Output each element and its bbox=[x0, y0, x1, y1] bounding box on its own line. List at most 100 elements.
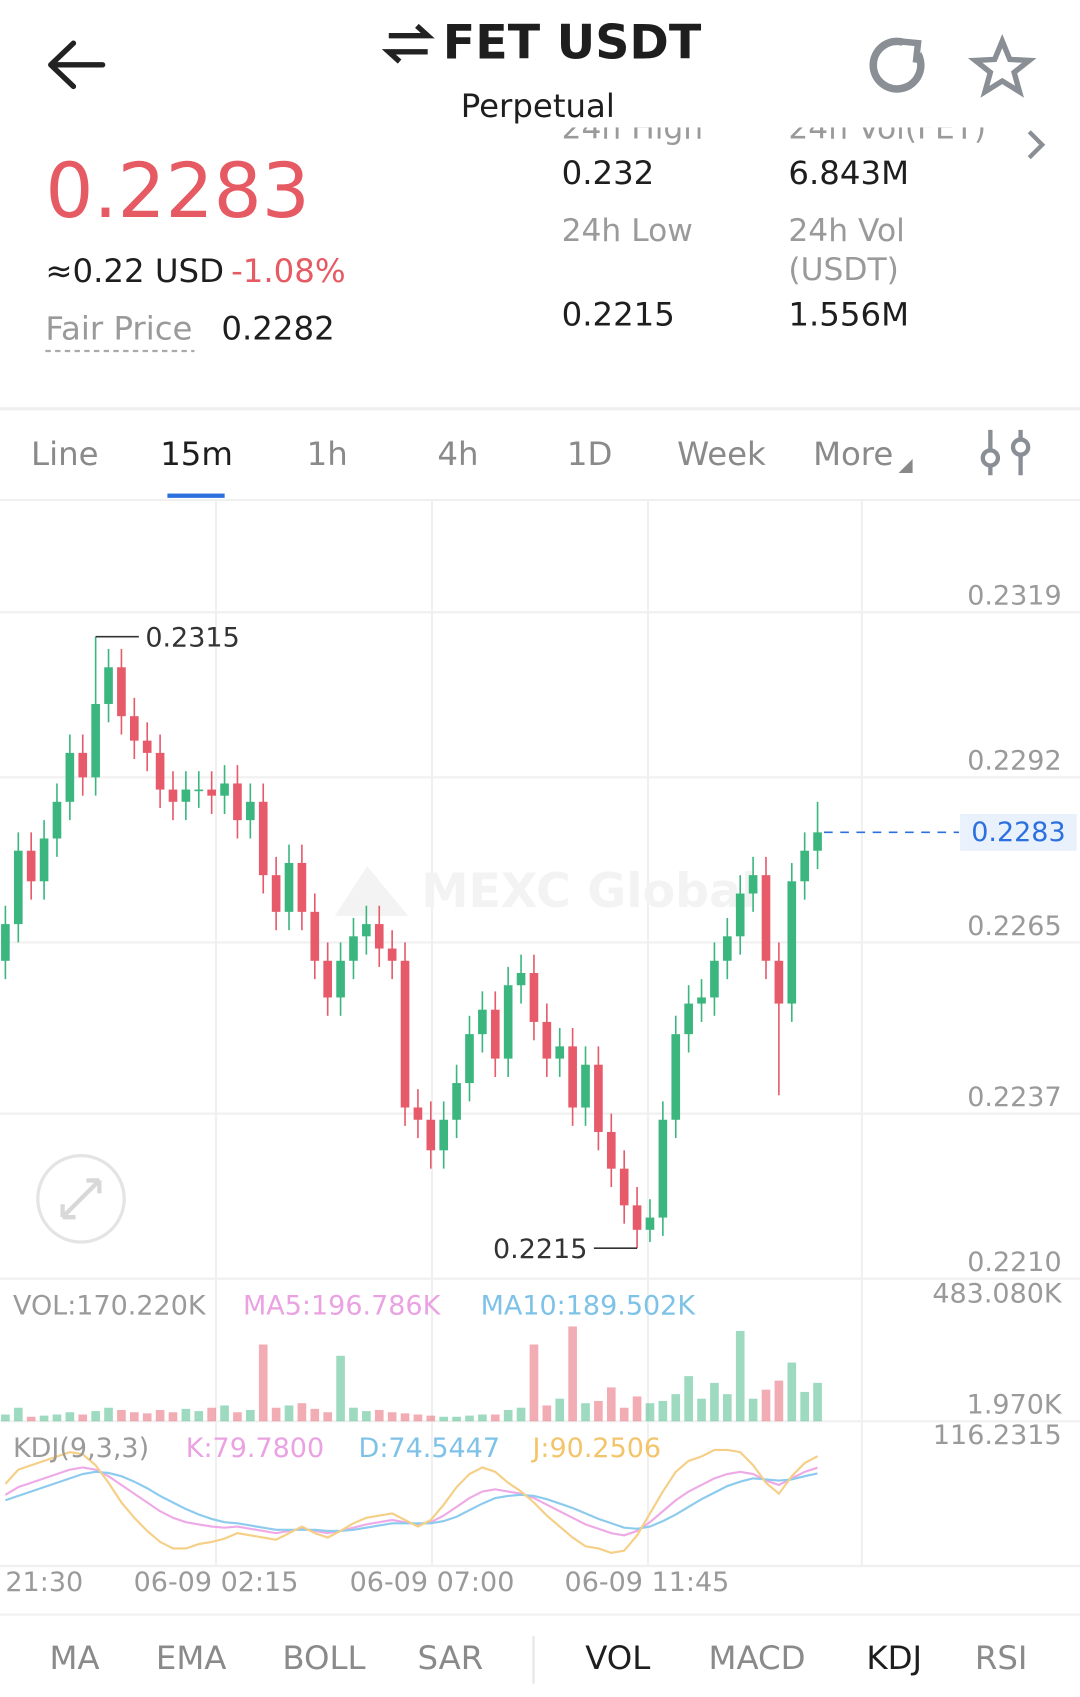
indicator-tab[interactable]: MACD bbox=[709, 1639, 806, 1677]
vol-tick-label: 483.080K bbox=[932, 1278, 1063, 1309]
favorite-button[interactable] bbox=[967, 33, 1037, 98]
candle-body bbox=[246, 801, 255, 821]
volume-bar bbox=[581, 1403, 590, 1422]
tab[interactable]: 15m bbox=[160, 435, 233, 473]
volume-bar bbox=[258, 1344, 268, 1422]
candle-body bbox=[310, 911, 320, 961]
tab[interactable]: 1h bbox=[307, 435, 348, 473]
candle-body bbox=[26, 850, 36, 882]
y-tick-label: 0.2265 bbox=[967, 911, 1061, 942]
volume-bar bbox=[748, 1398, 758, 1422]
candle-body bbox=[439, 1119, 449, 1151]
candle-body bbox=[117, 667, 126, 717]
header-bg bbox=[0, 0, 1080, 128]
tab[interactable]: More bbox=[813, 435, 893, 473]
volume-bar bbox=[658, 1400, 668, 1422]
candle-body bbox=[39, 838, 49, 882]
stat-value: 1.556M bbox=[788, 295, 909, 333]
volume-bar bbox=[645, 1403, 655, 1422]
vol-label: VOL:170.220K bbox=[13, 1290, 207, 1321]
indicator-tab[interactable]: EMA bbox=[156, 1639, 227, 1677]
tab[interactable]: 4h bbox=[437, 435, 478, 473]
volume-bar bbox=[26, 1416, 36, 1422]
candle-body bbox=[555, 1046, 565, 1059]
candle-body bbox=[761, 875, 771, 961]
candle-body bbox=[697, 997, 706, 1004]
candle-body bbox=[194, 789, 204, 792]
volume-bar bbox=[65, 1412, 75, 1422]
candle-body bbox=[516, 973, 526, 986]
vertical-grid bbox=[0, 501, 1080, 1568]
candle-body bbox=[645, 1217, 655, 1230]
candle-body bbox=[658, 1119, 668, 1218]
volume-bar bbox=[516, 1407, 526, 1422]
candle-body bbox=[490, 1009, 500, 1059]
divider bbox=[0, 498, 1080, 502]
candle-body bbox=[78, 752, 88, 778]
volume-bar bbox=[761, 1389, 771, 1422]
candle-body bbox=[258, 801, 268, 876]
indicator-tab[interactable]: RSI bbox=[975, 1639, 1028, 1677]
candle-body bbox=[722, 936, 732, 961]
volume-bar bbox=[168, 1412, 178, 1422]
volume-bar bbox=[297, 1403, 307, 1422]
back-button[interactable] bbox=[48, 40, 106, 90]
fair-price-label[interactable]: Fair Price bbox=[45, 309, 192, 347]
candle-body bbox=[129, 716, 139, 741]
y-tick-label: 0.2237 bbox=[967, 1082, 1061, 1113]
fullscreen-button[interactable] bbox=[36, 1153, 126, 1244]
candle-body bbox=[323, 960, 333, 998]
kdj-label: KDJ(9,3,3) bbox=[13, 1433, 149, 1464]
candle-body bbox=[1, 924, 10, 961]
swap-icon[interactable] bbox=[381, 23, 435, 64]
candle-body bbox=[465, 1034, 474, 1084]
volume-bar bbox=[413, 1414, 423, 1422]
indicator-tab[interactable]: SAR bbox=[417, 1639, 483, 1677]
tab[interactable]: Line bbox=[31, 435, 98, 473]
candle-body bbox=[65, 752, 75, 802]
indicator-tab[interactable]: VOL bbox=[585, 1639, 650, 1677]
stat-label: 24h Vol bbox=[788, 213, 904, 249]
last-price-box bbox=[960, 814, 1077, 851]
candle-body bbox=[748, 875, 758, 894]
volume-bar bbox=[503, 1409, 513, 1422]
volume-bar bbox=[426, 1415, 436, 1422]
candle-body bbox=[233, 783, 242, 821]
refresh-button[interactable] bbox=[869, 37, 925, 93]
volume-bar bbox=[129, 1412, 139, 1422]
tab-underline bbox=[167, 493, 225, 498]
tab[interactable]: 1D bbox=[567, 435, 613, 473]
last-price-label: 0.2283 bbox=[971, 817, 1065, 848]
candle-body bbox=[813, 832, 822, 851]
settings-button[interactable] bbox=[980, 429, 1031, 476]
tab[interactable]: Week bbox=[677, 435, 766, 473]
title: FET USDT bbox=[443, 15, 702, 70]
volume-bar bbox=[594, 1400, 603, 1422]
volume-bar bbox=[336, 1355, 345, 1422]
indicator-tab[interactable]: KDJ bbox=[866, 1639, 922, 1677]
kdj-d: D:74.5447 bbox=[359, 1433, 500, 1464]
indicator-tab[interactable]: BOLL bbox=[282, 1639, 365, 1677]
volume-bar bbox=[632, 1396, 642, 1422]
candle-body bbox=[542, 1021, 552, 1059]
y-tick-label: 0.2210 bbox=[967, 1247, 1061, 1278]
low-label: 0.2215 bbox=[493, 1234, 587, 1265]
high-label: 0.2315 bbox=[145, 622, 239, 653]
vol-ma10: MA10:189.502K bbox=[481, 1290, 697, 1321]
volume-bar bbox=[181, 1408, 191, 1422]
volume-bar bbox=[220, 1405, 229, 1422]
volume-bar bbox=[813, 1382, 822, 1422]
volume-bar bbox=[91, 1411, 100, 1422]
volume-bar bbox=[246, 1409, 255, 1422]
volume-bar bbox=[142, 1413, 152, 1422]
usd-price: ≈0.22 USD bbox=[45, 252, 224, 290]
candle-body bbox=[13, 850, 23, 925]
candle-body bbox=[400, 960, 410, 1108]
candle-body bbox=[787, 881, 797, 1004]
volume-bar bbox=[697, 1398, 706, 1422]
volume-bar bbox=[439, 1416, 449, 1422]
volume-bar bbox=[671, 1394, 681, 1422]
expand-stats[interactable] bbox=[1027, 130, 1046, 160]
indicator-tab[interactable]: MA bbox=[49, 1639, 99, 1677]
stat-value: 6.843M bbox=[788, 154, 909, 192]
